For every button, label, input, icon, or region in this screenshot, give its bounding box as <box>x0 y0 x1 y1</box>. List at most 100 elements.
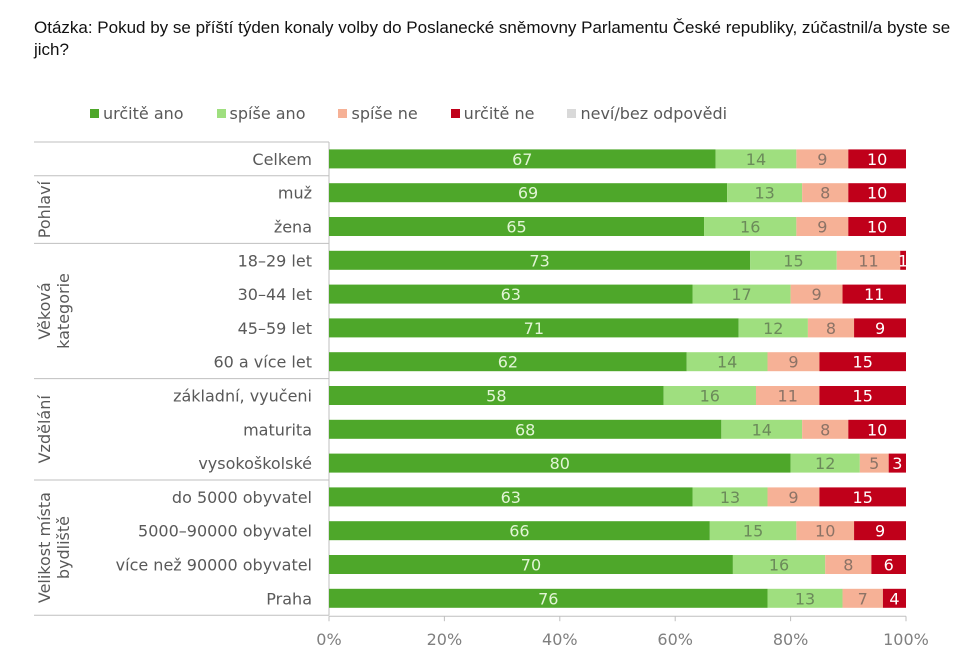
data-label: 14 <box>717 353 737 372</box>
category-label: muž <box>278 184 312 203</box>
bar-segment <box>888 453 906 473</box>
x-tick-label: 100% <box>883 630 929 649</box>
category-label: 5000–90000 obyvatel <box>138 522 312 541</box>
data-label: 9 <box>817 150 827 169</box>
bar-segment <box>329 521 710 541</box>
bar-segment <box>329 250 751 270</box>
x-tick-label: 0% <box>316 630 341 649</box>
data-label: 10 <box>867 184 887 203</box>
data-label: 9 <box>817 218 827 237</box>
data-label: 11 <box>778 387 798 406</box>
data-label: 12 <box>763 319 783 338</box>
bar-row: žena 65 16 9 10 <box>274 217 906 237</box>
data-label: 71 <box>524 319 544 338</box>
bar-segment <box>842 284 906 304</box>
bar-row: Celkem 67 14 9 10 <box>252 149 906 169</box>
group-label: Pohlaví <box>35 180 54 238</box>
data-label: 70 <box>521 556 541 575</box>
legend-label: určitě ne <box>463 104 535 123</box>
bar-segment <box>329 149 716 169</box>
x-tick-label: 80% <box>773 630 809 649</box>
legend-swatch <box>90 109 99 118</box>
category-label: žena <box>274 218 312 237</box>
bar-segment <box>329 555 733 574</box>
data-label: 15 <box>853 387 873 406</box>
data-label: 14 <box>752 420 772 439</box>
bar-row: 60 a více let 62 14 9 15 <box>213 352 906 372</box>
bar-segment <box>848 149 906 169</box>
legend-swatch <box>450 109 460 118</box>
data-label: 13 <box>754 184 774 203</box>
category-label: 18–29 let <box>238 251 312 270</box>
legend-item: spíše ano <box>216 104 306 123</box>
bar-segment <box>796 521 855 541</box>
data-label: 10 <box>867 150 887 169</box>
x-tick-label: 60% <box>657 630 693 649</box>
legend-label: určitě ano <box>103 104 184 123</box>
bar-segment <box>836 250 901 270</box>
bar-segment <box>802 419 849 439</box>
data-label: 13 <box>720 488 740 507</box>
bar-segment <box>848 183 906 203</box>
data-label: 58 <box>486 387 506 406</box>
data-label: 8 <box>826 319 836 338</box>
bar-segment <box>807 318 855 338</box>
data-label: 10 <box>867 218 887 237</box>
data-label: 17 <box>731 285 751 304</box>
data-label: 80 <box>550 454 570 473</box>
data-label: 9 <box>875 319 885 338</box>
legend-item: neví/bez odpovědi <box>567 104 727 123</box>
bar-segment <box>767 352 820 372</box>
data-label: 16 <box>740 218 760 237</box>
category-label: 30–44 let <box>238 285 312 304</box>
legend-swatch <box>567 109 577 118</box>
category-label: 60 a více let <box>213 353 312 372</box>
data-label: 5 <box>869 454 879 473</box>
bar-segment <box>842 588 883 608</box>
bar-segment <box>709 521 797 541</box>
data-label: 9 <box>788 353 798 372</box>
group-label: Velikost místa <box>35 492 54 603</box>
group-label: kategorie <box>54 273 73 349</box>
bar-segment <box>859 453 889 473</box>
data-label: 8 <box>820 420 830 439</box>
bar-segment <box>819 487 906 507</box>
group-label: bydliště <box>54 516 73 579</box>
bar-segment <box>692 487 768 507</box>
bar-segment <box>663 386 756 405</box>
data-label: 10 <box>867 420 887 439</box>
category-label: Celkem <box>252 150 312 169</box>
legend-label: spíše ano <box>229 104 306 123</box>
bar-segment <box>727 183 803 203</box>
bar-row: více než 90000 obyvatel 70 16 8 6 <box>116 555 906 575</box>
data-label: 8 <box>843 556 853 575</box>
bar-segment <box>819 386 906 405</box>
bar-segment <box>790 284 843 304</box>
bar-segment <box>755 386 820 405</box>
bar-segment <box>329 284 693 304</box>
data-label: 3 <box>892 454 902 473</box>
bar-row: vysokoškolské 80 12 5 3 <box>198 453 906 473</box>
bar-segment <box>848 419 906 439</box>
category-label: více než 90000 obyvatel <box>116 556 312 575</box>
data-label: 9 <box>875 522 885 541</box>
bar-segment <box>750 250 837 270</box>
bar-segment <box>732 555 826 574</box>
data-label: 15 <box>783 251 803 270</box>
data-label: 16 <box>769 556 789 575</box>
data-label: 63 <box>501 285 521 304</box>
data-label: 15 <box>743 522 763 541</box>
bar-segment <box>854 521 906 541</box>
data-label: 63 <box>501 488 521 507</box>
data-label: 4 <box>889 589 899 608</box>
data-label: 76 <box>538 589 558 608</box>
bar-segment <box>767 487 820 507</box>
bar-segment <box>721 419 803 439</box>
data-label: 68 <box>515 420 535 439</box>
data-label: 13 <box>795 589 815 608</box>
bar-segment <box>900 250 906 270</box>
data-label: 8 <box>820 184 830 203</box>
legend-item: určitě ne <box>450 104 535 123</box>
bar-segment <box>854 318 906 338</box>
